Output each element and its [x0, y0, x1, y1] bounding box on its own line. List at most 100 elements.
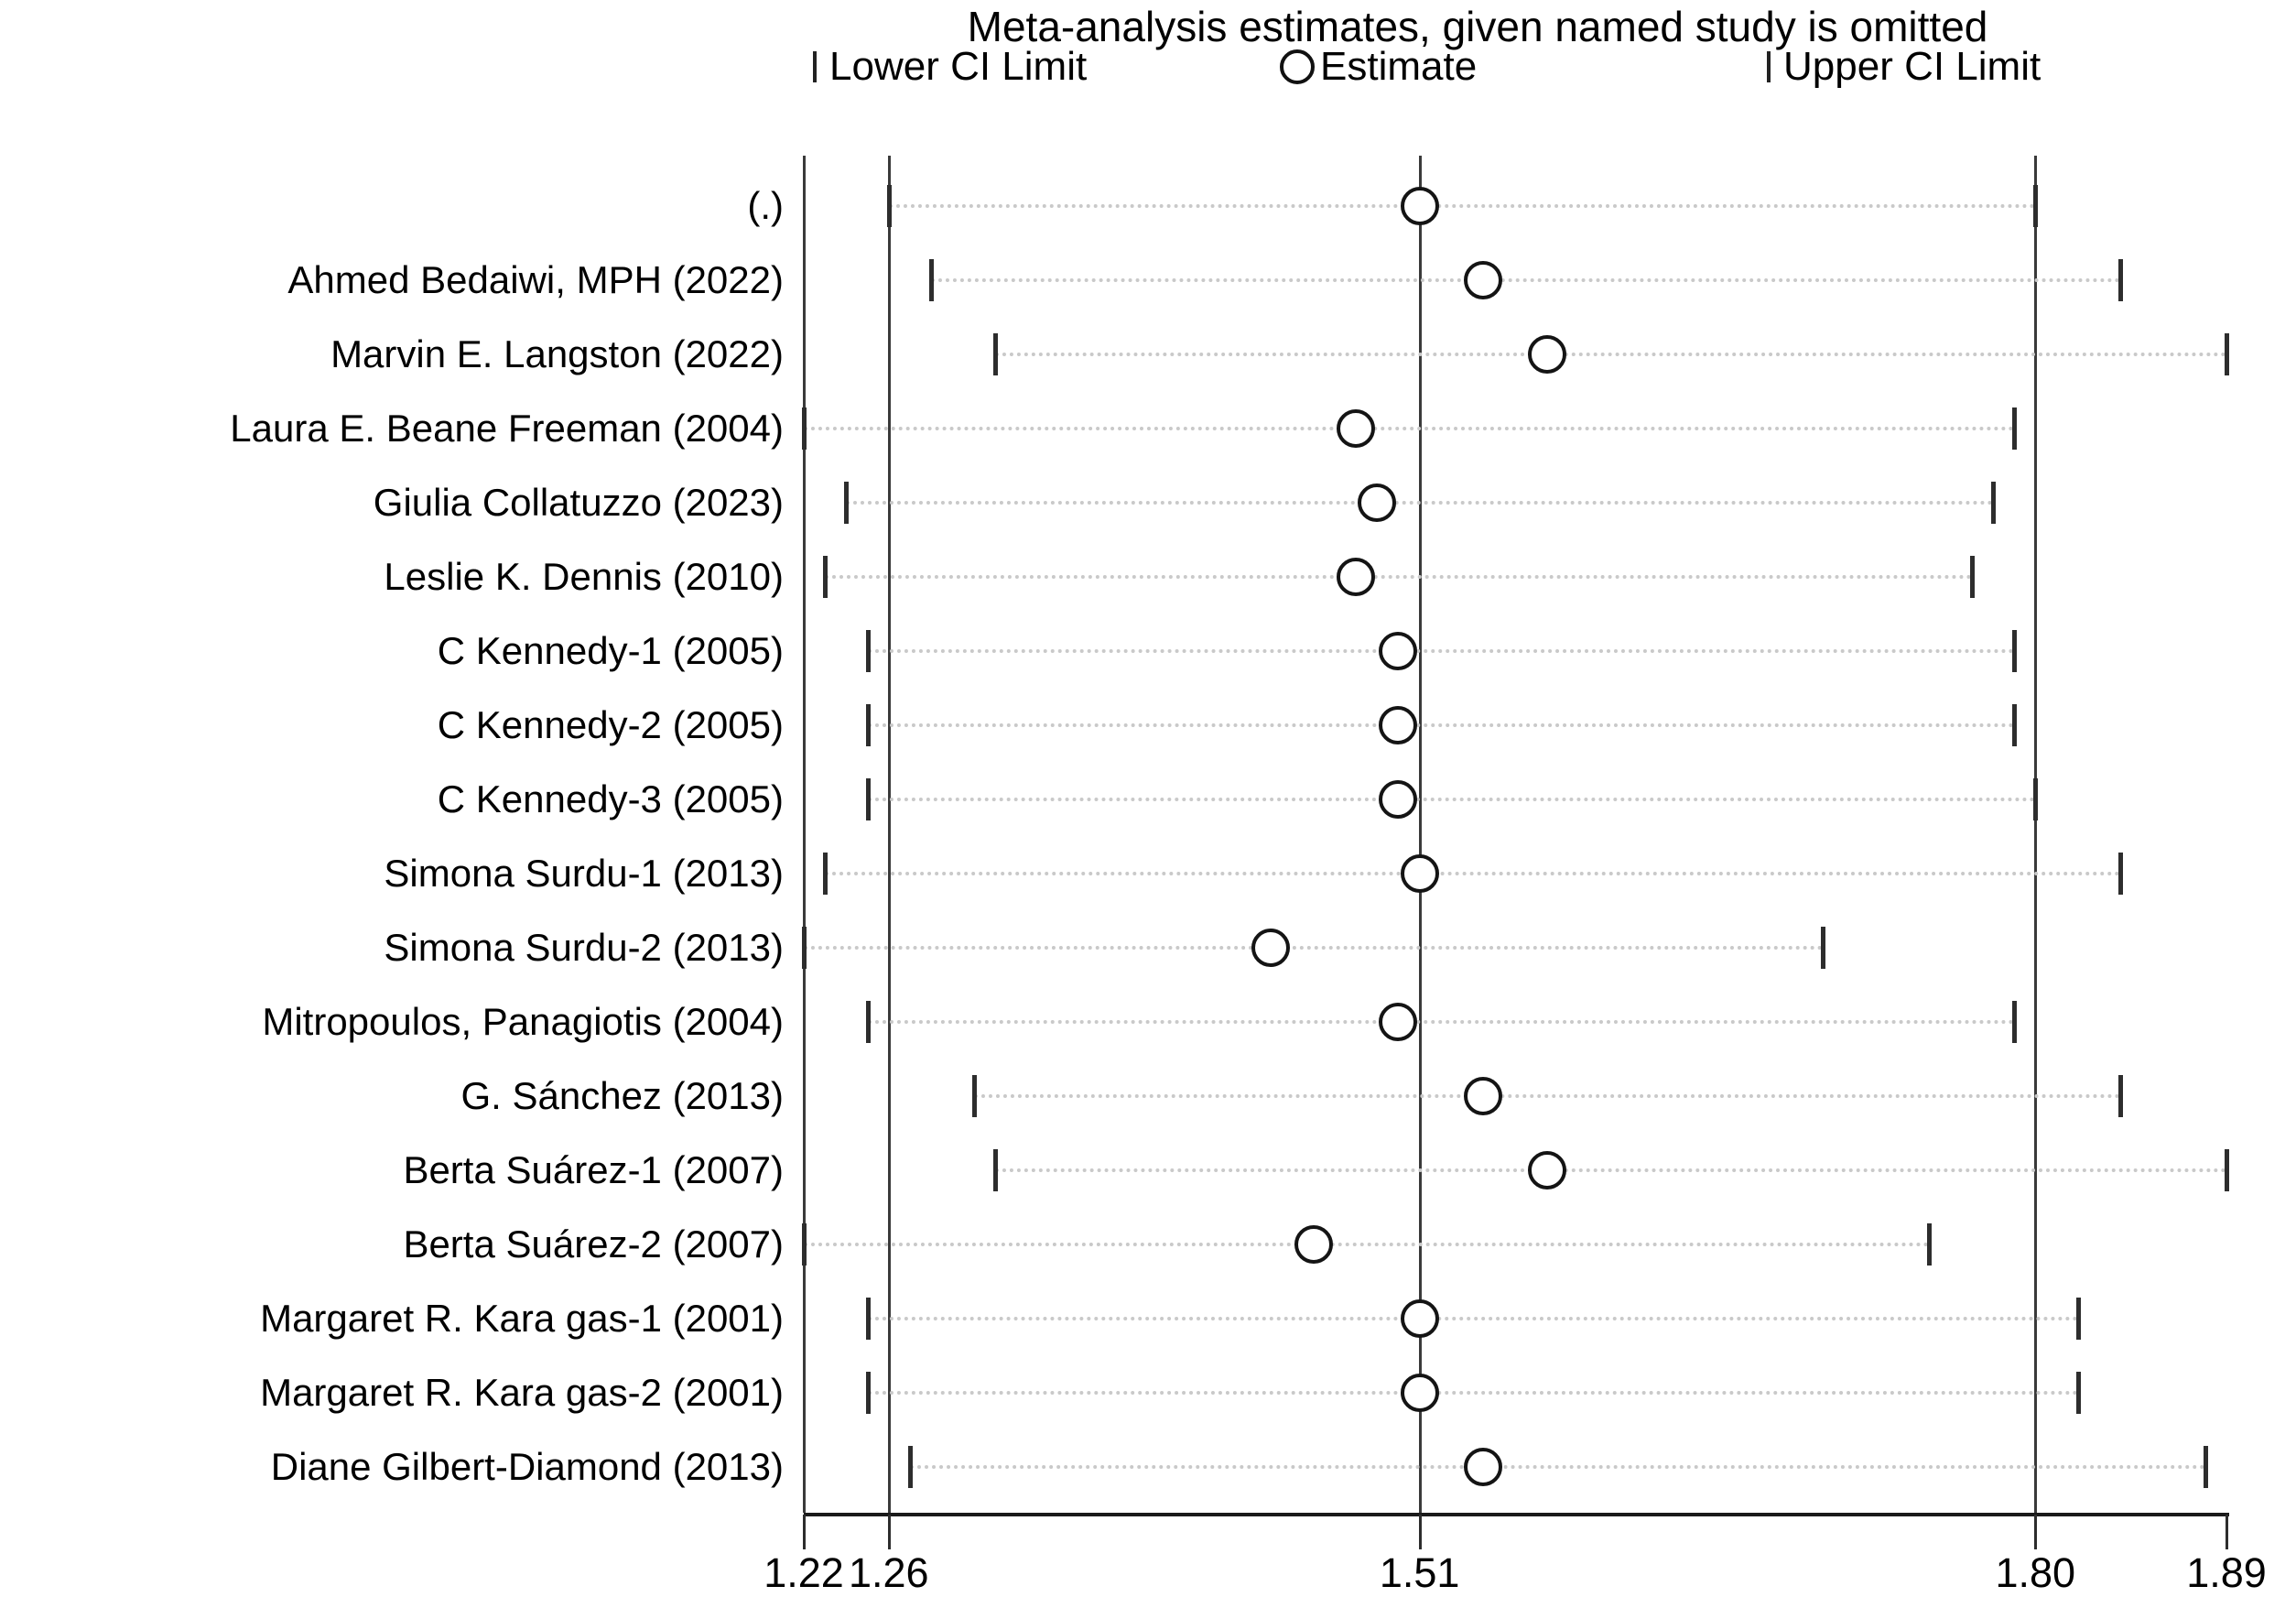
study-label: Simona Surdu-1 (2013)	[384, 852, 784, 895]
x-axis-tick-label-1.26: 1.26	[848, 1549, 929, 1596]
row-dotted-guide	[867, 649, 2015, 653]
lower-ci-tick	[992, 1149, 998, 1191]
upper-ci-tick-icon	[1767, 51, 1771, 82]
x-axis-tick-1.26	[887, 1515, 891, 1549]
upper-ci-tick	[2118, 1075, 2124, 1117]
chart-title: Meta-analysis estimates, given named stu…	[967, 3, 1988, 50]
lower-ci-tick	[865, 1372, 871, 1414]
upper-ci-tick	[2012, 407, 2018, 450]
reference-line-1.26	[887, 156, 891, 1513]
row-dotted-guide	[804, 946, 1824, 950]
row-dotted-guide	[973, 1094, 2121, 1098]
estimate-marker	[1464, 1077, 1503, 1115]
study-label: Margaret R. Kara gas-1 (2001)	[260, 1297, 784, 1340]
upper-ci-tick	[1821, 927, 1826, 969]
estimate-marker	[1251, 929, 1291, 967]
lower-ci-tick	[865, 630, 871, 672]
estimate-marker	[1358, 483, 1397, 522]
lower-ci-tick	[992, 333, 998, 375]
estimate-marker	[1400, 187, 1439, 225]
plot-left-frame-line	[803, 156, 806, 1513]
row-dotted-guide	[825, 872, 2121, 875]
study-label: C Kennedy-2 (2005)	[437, 703, 784, 746]
lower-ci-tick	[844, 482, 850, 524]
estimate-circle-icon	[1280, 49, 1315, 84]
estimate-marker	[1379, 632, 1418, 670]
row-dotted-guide	[804, 1243, 1930, 1246]
upper-ci-tick	[2225, 333, 2229, 375]
row-dotted-guide	[888, 204, 2036, 208]
estimate-marker	[1379, 780, 1418, 819]
upper-ci-tick	[2203, 1446, 2208, 1488]
x-axis-tick-label-1.80: 1.80	[1995, 1549, 2076, 1596]
upper-ci-tick	[2012, 1001, 2018, 1043]
x-axis-tick-1.22	[803, 1515, 806, 1549]
estimate-marker	[1400, 854, 1439, 893]
row-dotted-guide	[867, 1391, 2078, 1395]
lower-ci-tick	[802, 927, 807, 969]
lower-ci-tick	[971, 1075, 977, 1117]
lower-ci-tick	[886, 185, 892, 227]
upper-ci-tick	[2075, 1372, 2081, 1414]
lower-ci-tick	[823, 853, 829, 895]
study-label: C Kennedy-1 (2005)	[437, 629, 784, 672]
lower-ci-tick	[802, 407, 807, 450]
x-axis-tick-1.80	[2034, 1515, 2038, 1549]
upper-ci-tick	[2033, 185, 2039, 227]
study-label: Berta Suárez-2 (2007)	[403, 1222, 784, 1266]
upper-ci-tick	[2118, 853, 2124, 895]
row-dotted-guide	[994, 353, 2226, 356]
x-axis-tick-label-1.89: 1.89	[2186, 1549, 2267, 1596]
row-dotted-guide	[804, 427, 2015, 430]
row-dotted-guide	[867, 1020, 2015, 1024]
legend-lower-ci: Lower CI Limit	[813, 44, 1087, 90]
row-dotted-guide	[867, 798, 2036, 801]
estimate-marker	[1379, 706, 1418, 744]
row-dotted-guide	[867, 1317, 2078, 1320]
x-axis-line	[804, 1513, 2229, 1516]
lower-ci-tick	[865, 1001, 871, 1043]
study-label: Diane Gilbert-Diamond (2013)	[270, 1445, 784, 1488]
row-dotted-guide	[994, 1168, 2226, 1172]
study-label: C Kennedy-3 (2005)	[437, 777, 784, 820]
study-label: G. Sánchez (2013)	[460, 1074, 784, 1117]
legend-lower-ci-label: Lower CI Limit	[829, 44, 1088, 89]
lower-ci-tick	[865, 778, 871, 820]
estimate-marker	[1337, 558, 1376, 596]
study-label: Ahmed Bedaiwi, MPH (2022)	[287, 258, 784, 301]
estimate-marker	[1337, 409, 1376, 448]
estimate-marker	[1464, 261, 1503, 299]
x-axis-tick-label-1.22: 1.22	[764, 1549, 844, 1596]
study-label: Mitropoulos, Panagiotis (2004)	[262, 1000, 784, 1043]
study-label: Laura E. Beane Freeman (2004)	[230, 407, 784, 450]
lower-ci-tick	[823, 556, 829, 598]
lower-ci-tick	[802, 1223, 807, 1266]
estimate-marker	[1527, 1151, 1566, 1190]
estimate-marker	[1400, 1299, 1439, 1338]
row-dotted-guide	[825, 575, 1972, 579]
upper-ci-tick	[2012, 704, 2018, 746]
estimate-marker	[1294, 1225, 1333, 1264]
lower-ci-tick	[865, 1298, 871, 1340]
estimate-marker	[1527, 335, 1566, 374]
study-label: Leslie K. Dennis (2010)	[384, 555, 784, 598]
lower-ci-tick-icon	[813, 51, 817, 82]
reference-line-1.51	[1418, 156, 1422, 1513]
legend-upper-ci-label: Upper CI Limit	[1783, 44, 2041, 89]
upper-ci-tick	[2075, 1298, 2081, 1340]
x-axis-tick-1.89	[2226, 1515, 2228, 1549]
row-dotted-guide	[931, 278, 2121, 282]
upper-ci-tick	[2118, 259, 2124, 301]
row-dotted-guide	[909, 1465, 2205, 1469]
lower-ci-tick	[865, 704, 871, 746]
estimate-marker	[1400, 1374, 1439, 1412]
x-axis-tick-label-1.51: 1.51	[1379, 1549, 1460, 1596]
row-dotted-guide	[867, 723, 2015, 727]
study-label: Marvin E. Langston (2022)	[330, 332, 784, 375]
upper-ci-tick	[1927, 1223, 1933, 1266]
lower-ci-tick	[907, 1446, 913, 1488]
upper-ci-tick	[2012, 630, 2018, 672]
study-label: Berta Suárez-1 (2007)	[403, 1148, 784, 1191]
